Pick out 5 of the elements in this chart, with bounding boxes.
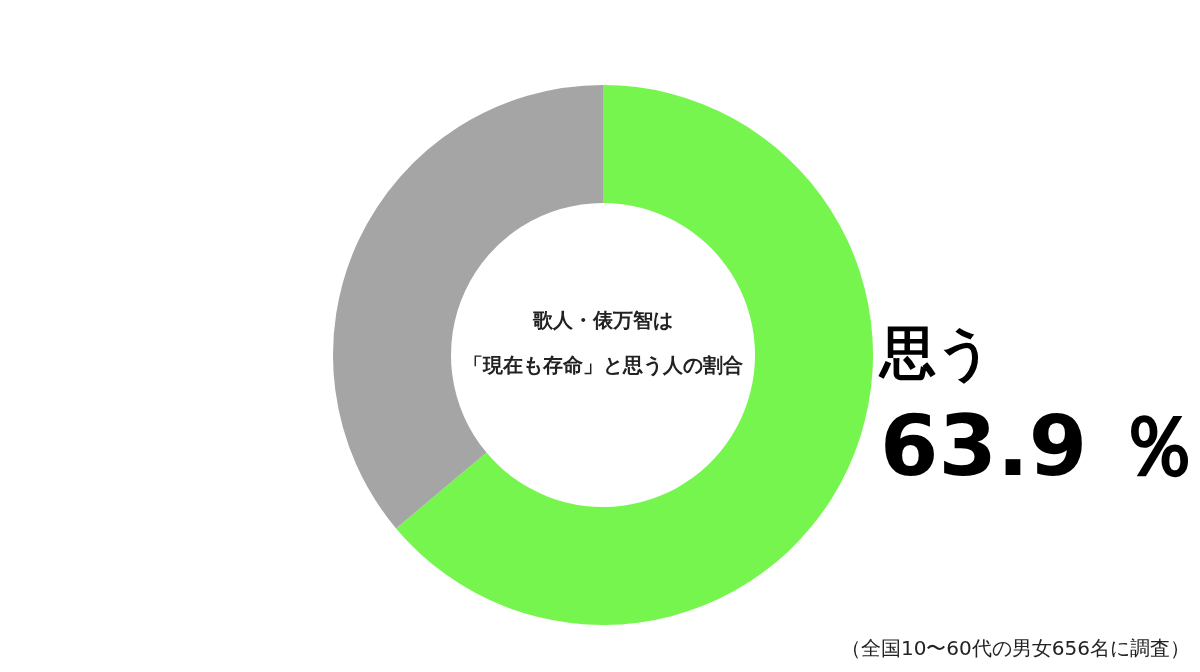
donut-slice [396,85,873,625]
data-label: 63.9 ％ [880,397,1200,495]
slice-label: 思う [878,320,993,385]
text: 歌人・俵万智は「現在も存命」と思う人の割合 [463,308,743,377]
text: （全国10〜60代の男女656名に調査） [840,636,1190,660]
